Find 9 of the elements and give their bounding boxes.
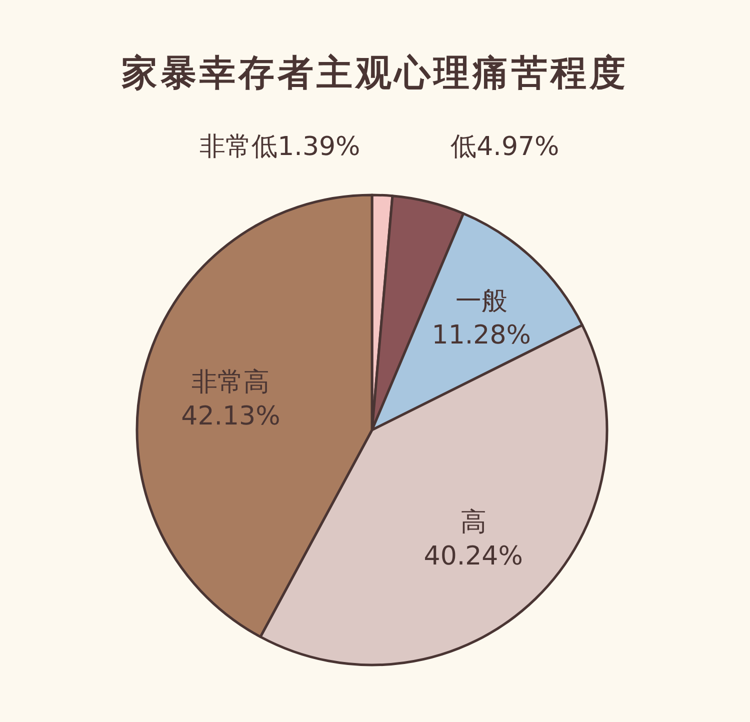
data-label: 11.28% xyxy=(432,320,531,351)
chart-title: 家暴幸存者主观心理痛苦程度 xyxy=(122,53,628,94)
slice-label: 高 xyxy=(460,508,486,538)
slice-label: 非常低1.39% xyxy=(200,132,360,162)
slice-label: 非常高 xyxy=(192,367,270,398)
slice-label: 一般 xyxy=(455,286,508,317)
data-label: 42.13% xyxy=(181,401,280,432)
data-label: 40.24% xyxy=(424,542,523,572)
slice-label: 低4.97% xyxy=(450,132,560,162)
